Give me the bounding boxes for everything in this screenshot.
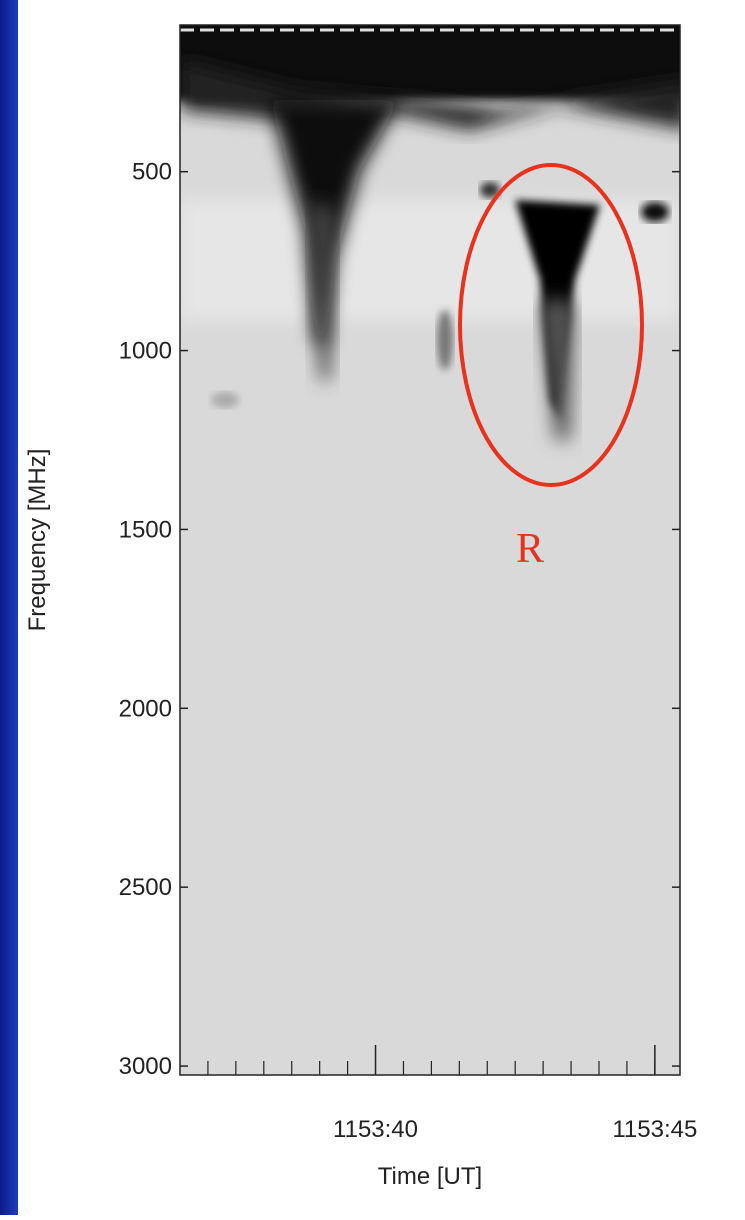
annotation-label: R (516, 526, 544, 572)
x-tick-label: 1153:40 (333, 1116, 418, 1143)
y-axis-label: Frequency [MHz] (24, 449, 51, 632)
y-tick-label: 2000 (119, 695, 172, 722)
y-tick-label: 500 (132, 159, 172, 186)
plot-frame (179, 24, 681, 1076)
y-tick-label: 2500 (119, 874, 172, 901)
x-axis-label: Time [UT] (378, 1163, 482, 1190)
y-tick-label: 1500 (119, 516, 172, 543)
x-tick-label: 1153:45 (612, 1116, 697, 1143)
annotation-ellipse (458, 163, 644, 487)
spectrogram (180, 25, 680, 1075)
slide-edge (0, 0, 18, 1215)
annotation: R (458, 163, 644, 572)
y-tick-label: 1000 (119, 338, 172, 365)
y-tick-label: 3000 (119, 1053, 172, 1080)
